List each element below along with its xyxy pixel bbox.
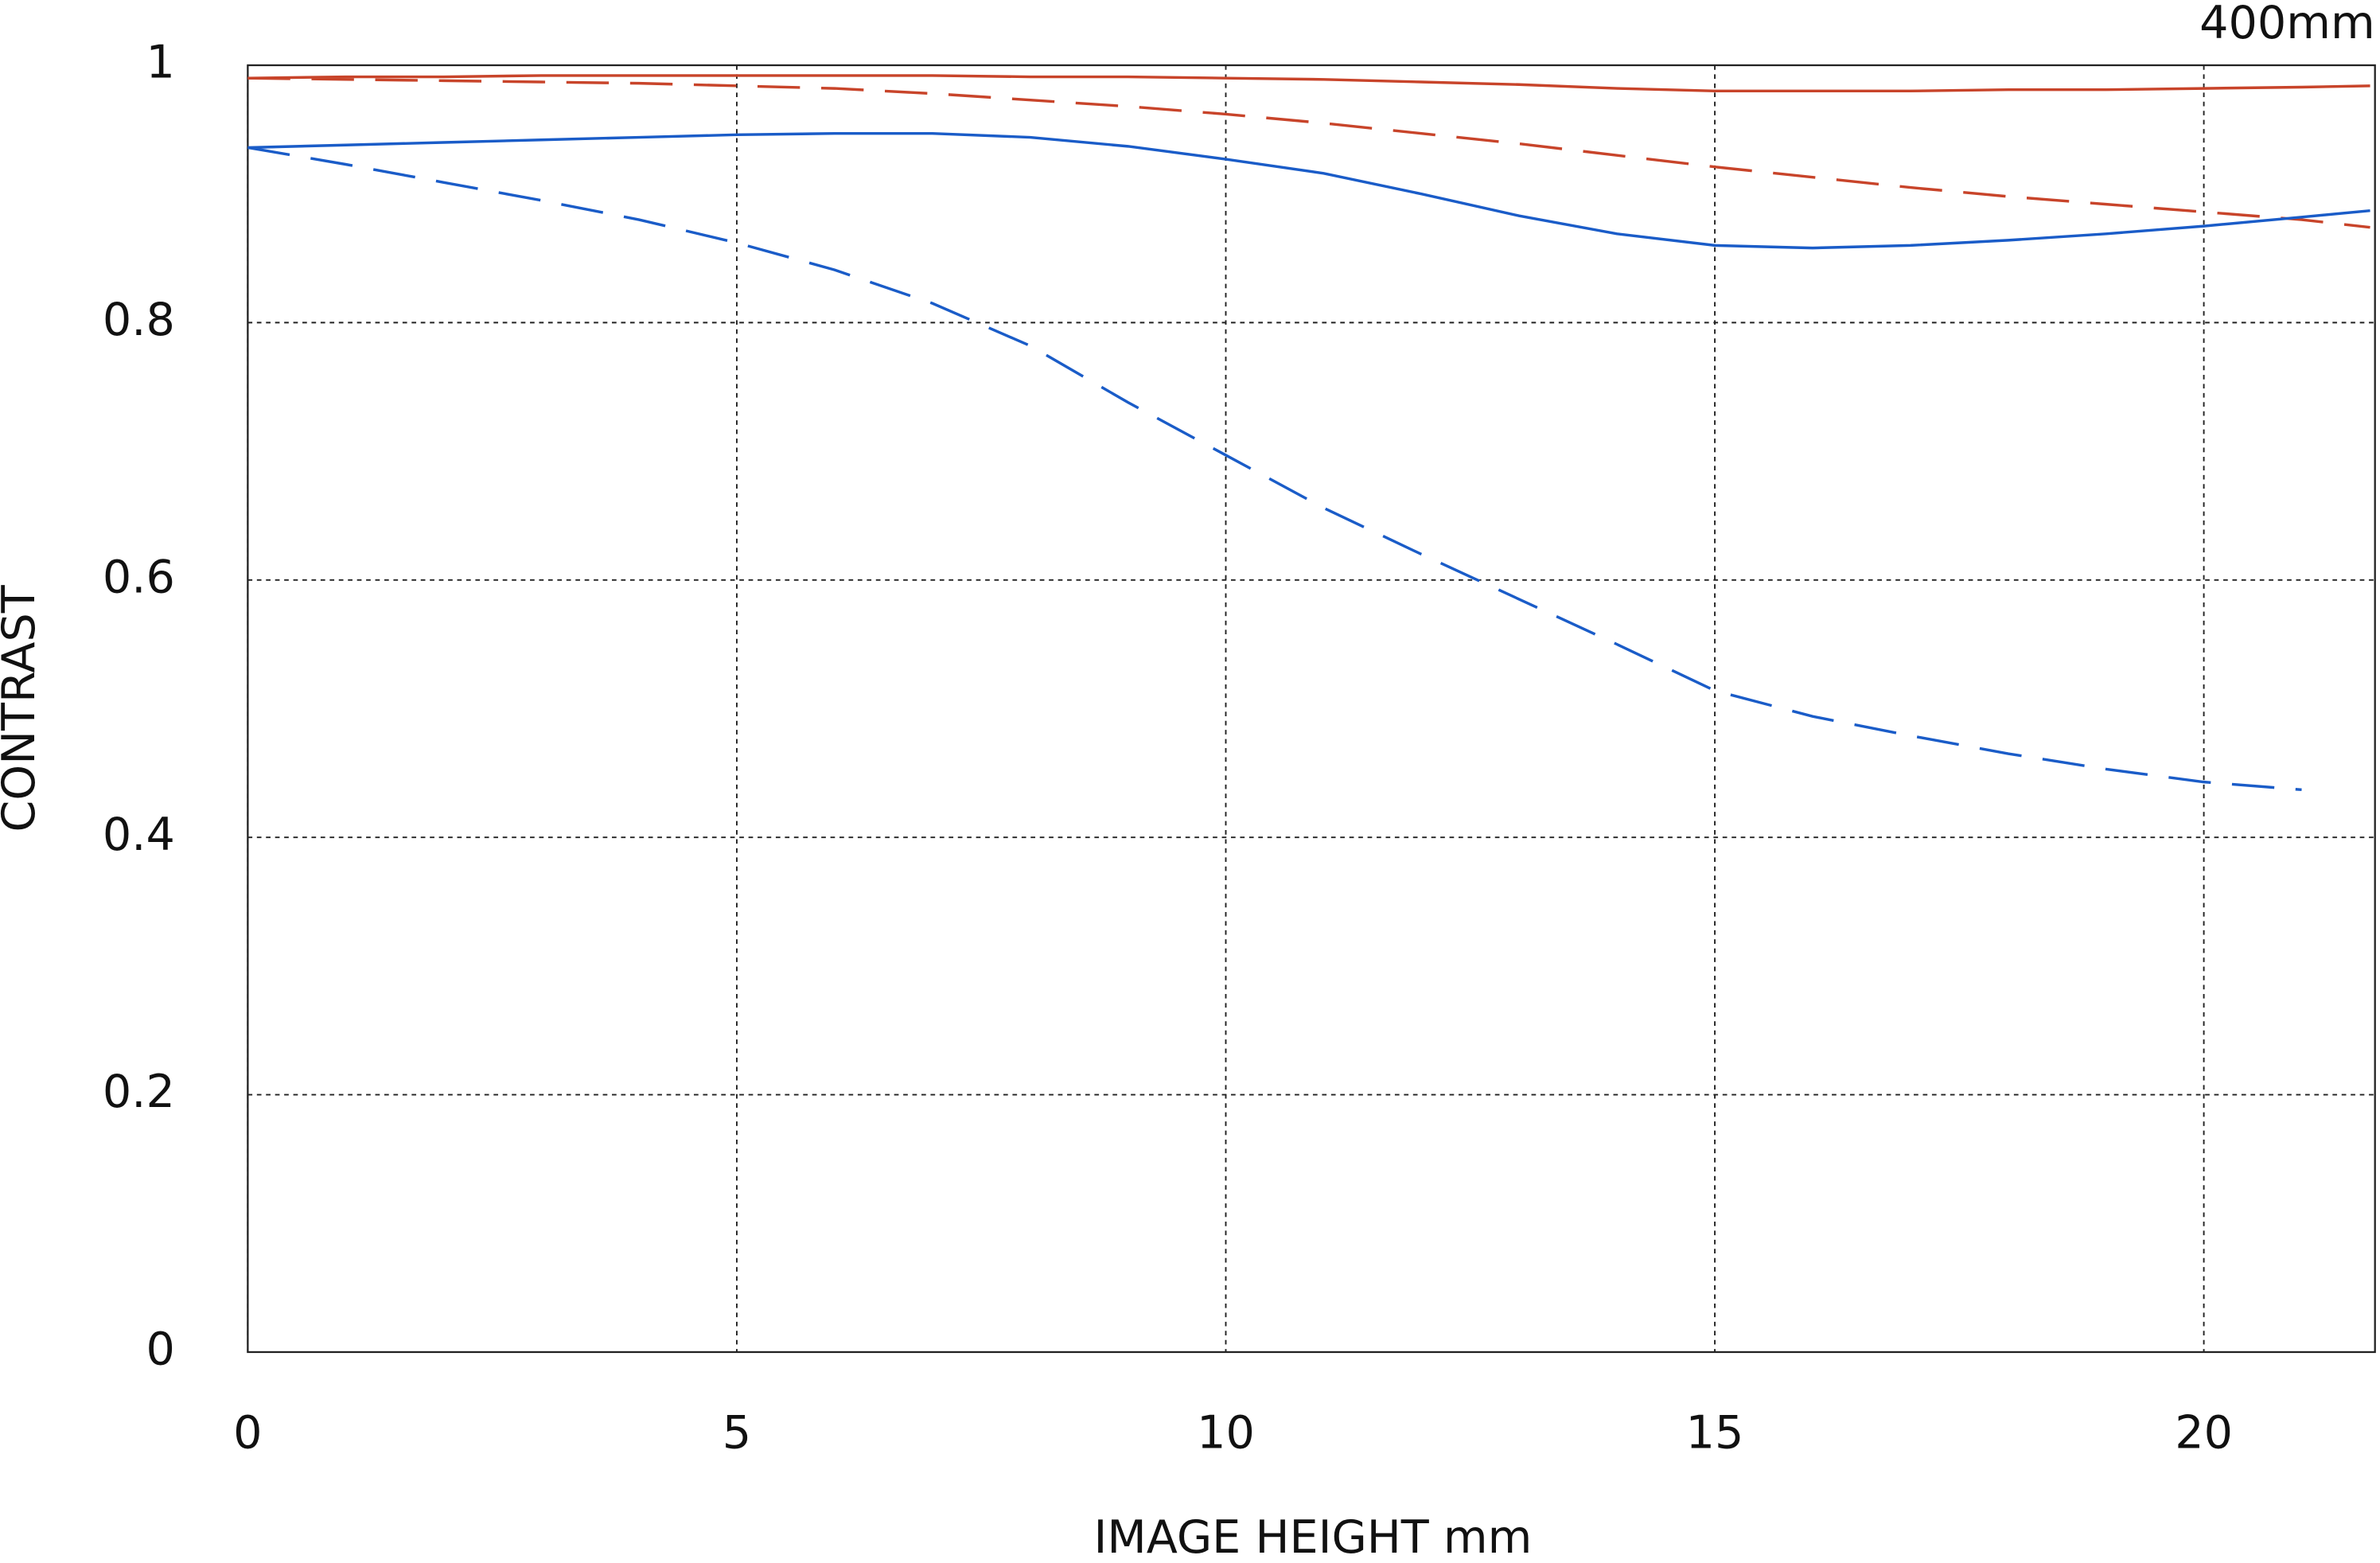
x-axis-label: IMAGE HEIGHT mm [1094,1511,1533,1563]
y-axis-label: CONTRAST [0,584,45,832]
x-tick-label: 5 [723,1406,751,1459]
y-tick-label: 1 [146,37,174,89]
line-series [247,74,2370,93]
y-tick-label: 0.4 [103,809,175,861]
y-tick-label: 0.8 [103,294,175,346]
x-tick-label: 20 [2175,1406,2233,1459]
y-tick-label: 0 [146,1323,174,1376]
y-tick-label: 0.2 [103,1066,175,1118]
plot-frame [247,64,2376,1354]
line-series [247,76,2370,229]
line-series [247,131,2370,250]
x-tick-label: 10 [1197,1406,1255,1459]
x-tick-label: 0 [233,1406,262,1459]
annotation: 400mm [2199,0,2375,49]
line-series [247,146,2302,792]
y-tick-label: 0.6 [103,551,175,603]
x-tick-label: 15 [1686,1406,1744,1459]
